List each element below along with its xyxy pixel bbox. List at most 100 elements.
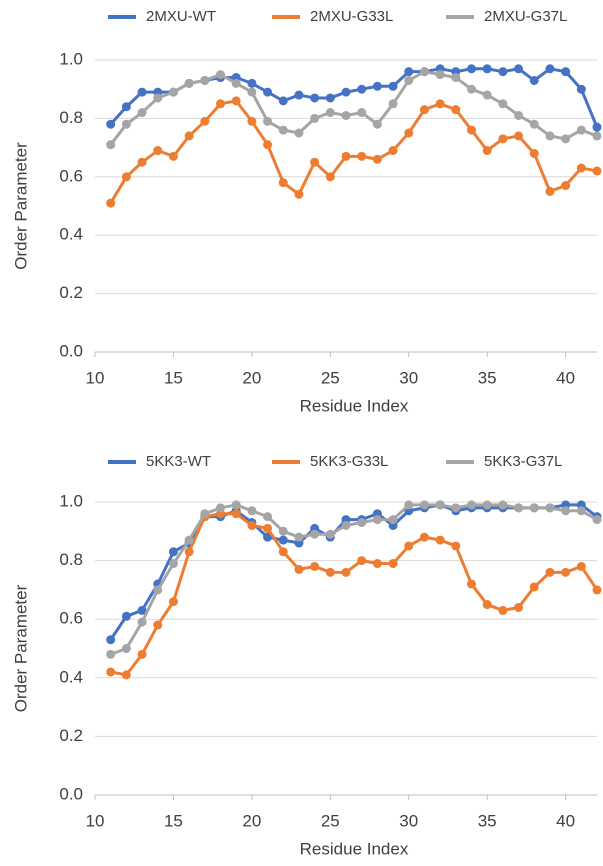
- data-point: [121, 670, 131, 680]
- data-point: [388, 515, 398, 525]
- data-point: [576, 163, 586, 173]
- data-point: [325, 567, 335, 577]
- data-point: [576, 506, 586, 516]
- data-point: [419, 105, 429, 115]
- data-point: [467, 84, 476, 94]
- data-point: [247, 116, 257, 126]
- legend-label: 5KK3-G33L: [310, 453, 388, 470]
- data-point: [278, 178, 288, 188]
- data-point: [435, 99, 445, 109]
- data-point: [278, 526, 288, 536]
- y-axis-title: Order Parameter: [11, 142, 30, 270]
- data-point: [231, 96, 241, 106]
- data-point: [278, 535, 288, 545]
- series-line: [109, 70, 598, 146]
- data-point: [545, 131, 555, 141]
- data-point: [325, 108, 335, 118]
- data-point: [576, 125, 586, 135]
- x-tick-label: 30: [399, 368, 418, 387]
- data-point: [435, 500, 445, 510]
- data-point: [278, 547, 288, 557]
- data-point: [357, 518, 367, 528]
- data-point: [498, 99, 508, 109]
- x-tick-label: 10: [86, 811, 105, 830]
- x-tick-label: 20: [242, 368, 261, 387]
- data-point: [168, 597, 178, 607]
- data-point: [121, 172, 131, 182]
- data-point: [153, 146, 163, 156]
- data-point: [137, 617, 147, 627]
- data-point: [467, 64, 476, 74]
- data-point: [467, 500, 476, 510]
- data-point: [545, 186, 555, 196]
- data-point: [137, 605, 147, 615]
- data-point: [216, 503, 225, 513]
- data-point: [294, 90, 304, 100]
- x-tick-label: 25: [321, 368, 340, 387]
- x-tick-label: 35: [478, 811, 497, 830]
- data-point: [451, 105, 461, 115]
- data-point: [184, 131, 194, 141]
- data-point: [372, 81, 382, 91]
- data-point: [341, 110, 351, 120]
- data-point: [435, 535, 445, 545]
- data-point: [341, 520, 351, 530]
- data-point: [168, 151, 178, 161]
- chart: 0.0 0.2 0.4 0.6 0.8 1.0 10 15 20 25 30 35 40 Residue …: [11, 8, 602, 415]
- data-point: [529, 582, 539, 592]
- data-point: [325, 172, 335, 182]
- y-tick-label: 0.2: [59, 726, 83, 745]
- data-point: [325, 93, 335, 103]
- data-point: [514, 602, 524, 612]
- data-point: [435, 70, 445, 80]
- data-point: [310, 93, 320, 103]
- data-point: [184, 535, 194, 545]
- data-point: [451, 503, 461, 513]
- data-point: [106, 649, 116, 659]
- data-point: [482, 600, 492, 610]
- data-point: [184, 78, 194, 88]
- data-point: [294, 189, 304, 199]
- x-tick-label: 20: [242, 811, 261, 830]
- legend-label: 2MXU-WT: [146, 8, 216, 25]
- data-point: [561, 181, 571, 191]
- data-point: [529, 119, 539, 129]
- data-point: [168, 87, 178, 97]
- data-point: [263, 523, 273, 533]
- data-point: [529, 148, 539, 158]
- y-tick-label: 0.8: [59, 108, 83, 127]
- data-point: [247, 78, 257, 88]
- data-point: [592, 122, 602, 132]
- data-point: [121, 611, 131, 621]
- data-point: [482, 500, 492, 510]
- data-point: [498, 605, 508, 615]
- data-point: [545, 567, 555, 577]
- data-point: [482, 64, 492, 74]
- data-point: [106, 119, 116, 129]
- data-point: [498, 67, 508, 77]
- y-axis-title: Order Parameter: [11, 584, 30, 712]
- data-point: [263, 532, 273, 542]
- y-tick-label: 0.4: [59, 225, 83, 244]
- data-point: [357, 151, 367, 161]
- data-point: [263, 87, 273, 97]
- data-point: [263, 140, 273, 150]
- data-point: [404, 500, 414, 510]
- data-point: [184, 547, 194, 557]
- y-tick-label: 0.0: [59, 341, 83, 360]
- data-point: [514, 110, 524, 120]
- data-point: [231, 78, 241, 88]
- data-point: [106, 140, 116, 150]
- data-point: [529, 75, 539, 85]
- data-point: [153, 620, 163, 630]
- data-point: [545, 64, 555, 74]
- data-point: [388, 99, 398, 109]
- y-tick-label: 0.4: [59, 667, 83, 686]
- data-point: [278, 125, 288, 135]
- y-tick-label: 0.6: [59, 166, 83, 185]
- data-point: [247, 506, 257, 516]
- data-point: [372, 559, 382, 569]
- legend-label: 5KK3-WT: [146, 453, 211, 470]
